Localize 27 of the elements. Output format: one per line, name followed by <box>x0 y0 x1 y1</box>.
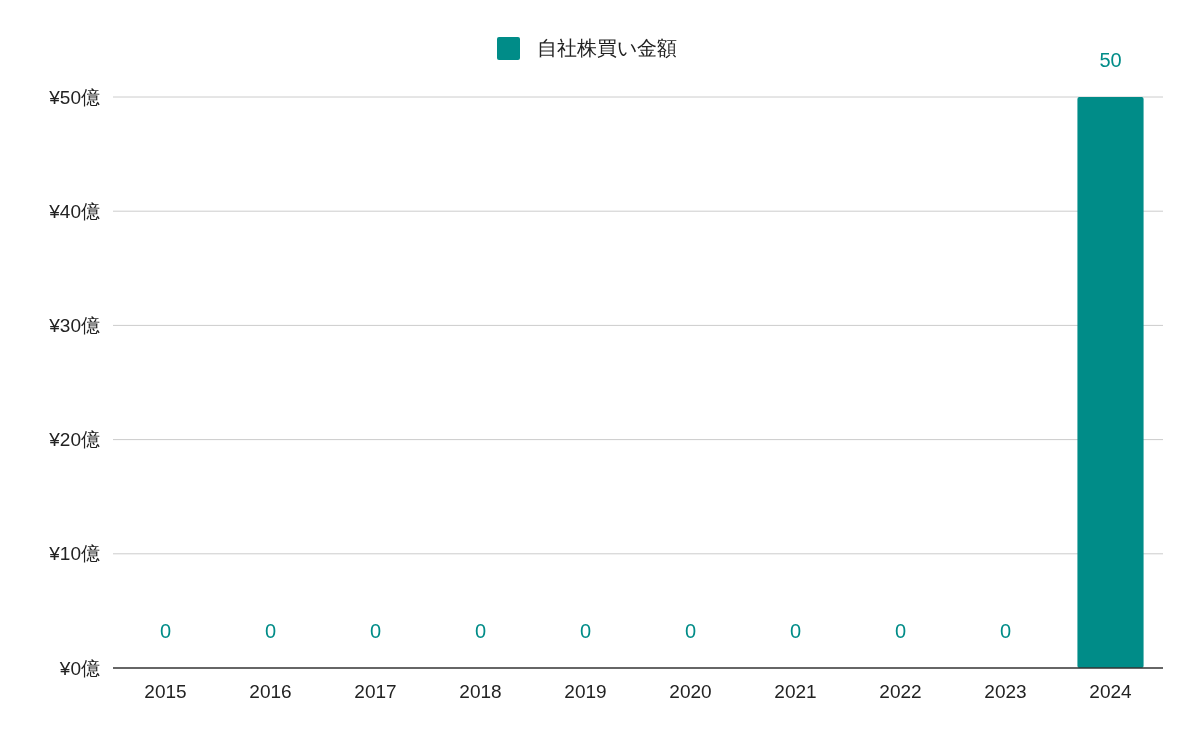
data-label: 0 <box>264 620 277 642</box>
data-label: 0 <box>789 620 802 642</box>
data-label: 0 <box>159 620 172 642</box>
y-tick-label: ¥30億 <box>48 314 100 336</box>
x-tick-label: 2018 <box>459 681 502 702</box>
x-tick-label: 2024 <box>1089 681 1133 702</box>
x-tick-label: 2023 <box>984 681 1027 702</box>
x-tick-label: 2022 <box>879 681 922 702</box>
x-tick-label: 2020 <box>669 681 712 702</box>
x-tick-label: 2019 <box>564 681 607 702</box>
x-tick-label: 2021 <box>774 681 817 702</box>
legend-label: 自社株買い金額 <box>537 37 677 59</box>
y-tick-label: ¥50億 <box>48 86 100 108</box>
data-label: 0 <box>684 620 697 642</box>
x-tick-label: 2015 <box>144 681 187 702</box>
y-tick-label: ¥20億 <box>48 429 100 451</box>
data-label: 50 <box>1099 49 1122 71</box>
y-tick-label: ¥0億 <box>58 657 100 679</box>
data-label: 0 <box>369 620 382 642</box>
x-tick-label: 2016 <box>249 681 292 702</box>
data-label: 0 <box>894 620 907 642</box>
data-label: 0 <box>474 620 487 642</box>
y-tick-label: ¥10億 <box>48 543 100 565</box>
data-label: 0 <box>999 620 1012 642</box>
y-tick-label: ¥40億 <box>48 200 100 222</box>
data-label: 0 <box>579 620 592 642</box>
x-tick-label: 2017 <box>354 681 397 702</box>
